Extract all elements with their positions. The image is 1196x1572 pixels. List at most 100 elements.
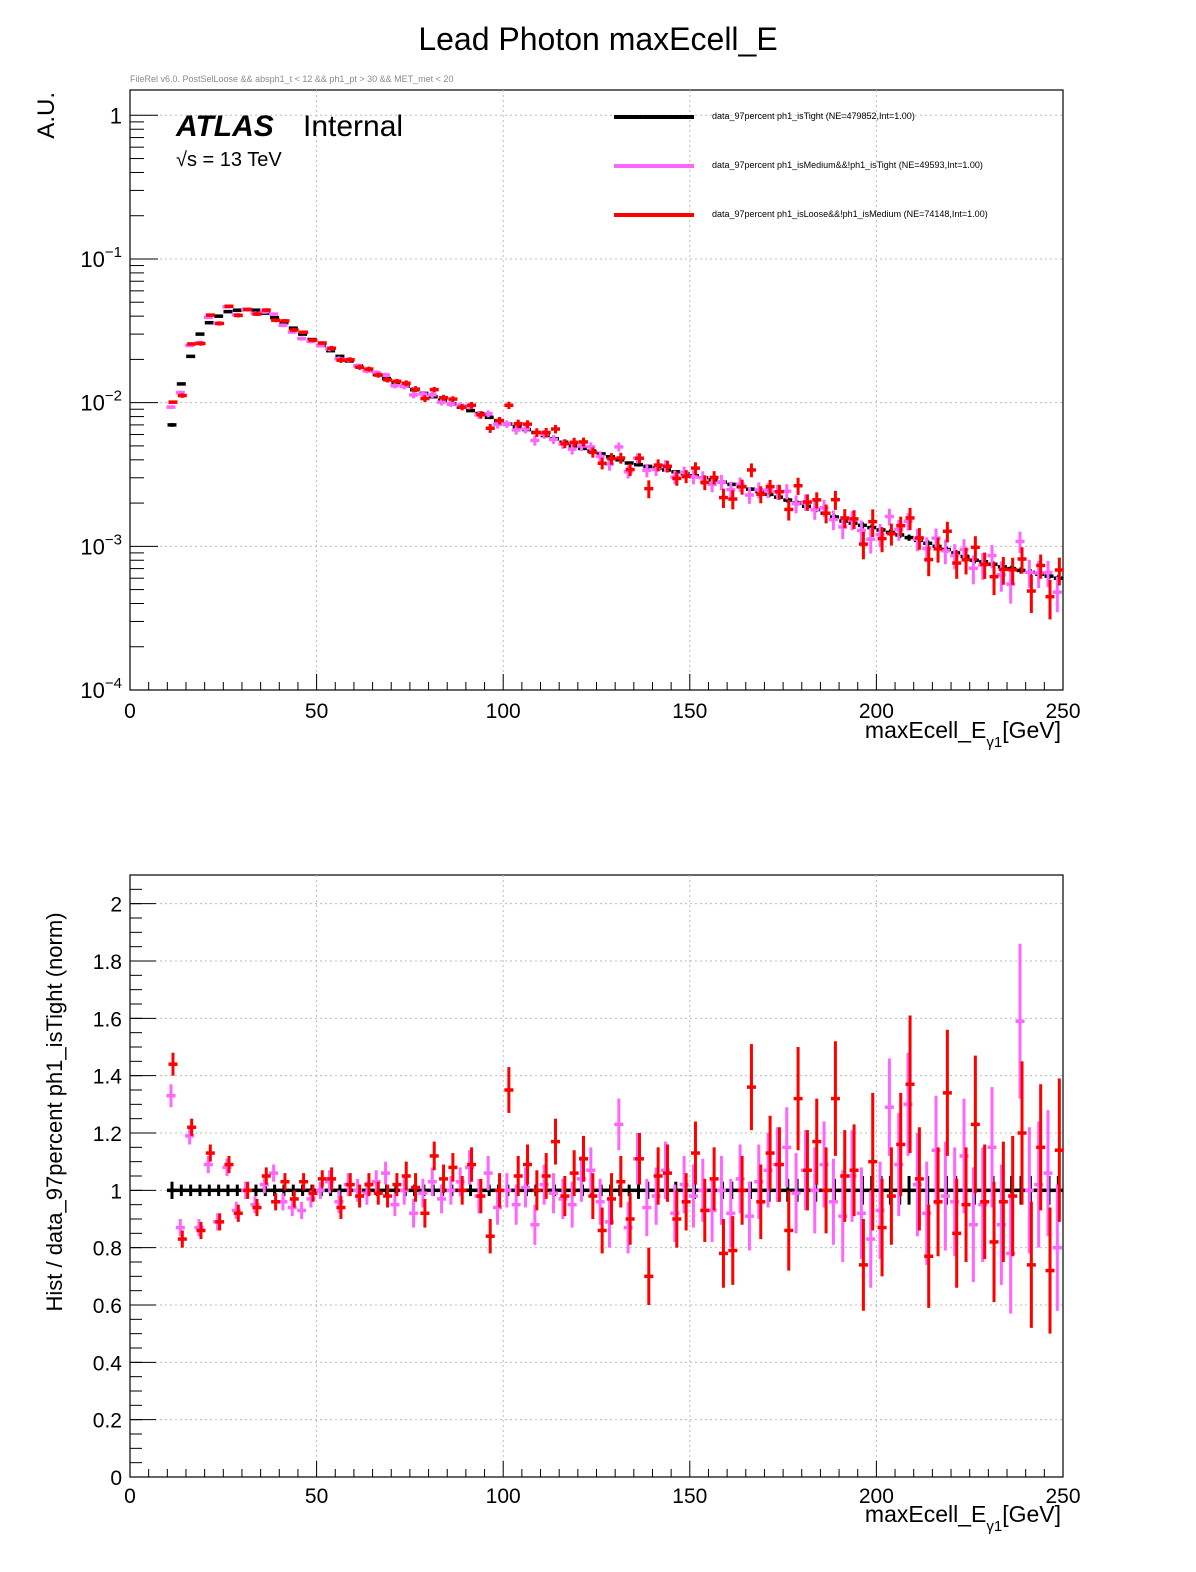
medium-ratio-point <box>315 1181 325 1199</box>
loose-point <box>392 378 402 384</box>
medium-point <box>866 527 876 554</box>
loose-ratio-point <box>429 1141 439 1171</box>
medium-ratio-point <box>856 1167 866 1260</box>
loose-ratio-point <box>373 1181 383 1205</box>
loose-point <box>700 475 710 491</box>
bottom-y-tick-label: 0.2 <box>93 1410 122 1433</box>
loose-point <box>914 527 924 550</box>
top-x-tick-label: 100 <box>486 700 521 723</box>
medium-ratio-point <box>567 1181 577 1228</box>
loose-point <box>784 500 794 521</box>
loose-point <box>569 437 579 448</box>
loose-point <box>588 447 598 458</box>
top-x-tick-label: 150 <box>672 700 707 723</box>
medium-ratio-point <box>744 1181 754 1251</box>
tight-point <box>186 354 196 359</box>
loose-point <box>830 490 840 510</box>
loose-ratio-point <box>961 1147 971 1262</box>
loose-ratio-point <box>653 1147 663 1205</box>
top-x-tick-label: 250 <box>1045 700 1080 723</box>
loose-ratio-point <box>364 1173 374 1197</box>
loose-point <box>1008 557 1018 585</box>
loose-ratio-point <box>690 1121 700 1185</box>
loose-point <box>737 479 747 495</box>
loose-point <box>261 308 271 312</box>
loose-ratio-point <box>336 1196 346 1219</box>
top-y-tick-exponent: −4 <box>105 675 122 692</box>
loose-point <box>560 439 570 449</box>
loose-ratio-point <box>551 1118 561 1165</box>
tight-ratio-point <box>166 1181 177 1199</box>
loose-ratio-point <box>355 1184 365 1208</box>
loose-ratio-point <box>877 1178 887 1277</box>
loose-point <box>327 345 337 351</box>
loose-ratio-point <box>187 1118 197 1136</box>
top-y-tick-label: 10−3 <box>80 531 122 559</box>
medium-point <box>446 400 456 408</box>
bottom-x-axis-label-sub: γ1 <box>986 1518 1002 1535</box>
loose-ratio-point <box>579 1135 589 1182</box>
medium-point <box>278 323 288 328</box>
loose-ratio-point <box>784 1190 794 1271</box>
medium-point <box>297 336 307 341</box>
top-data-marks <box>166 304 1064 620</box>
medium-ratio-point <box>614 1098 624 1151</box>
loose-point <box>373 372 383 378</box>
loose-point <box>383 377 393 383</box>
medium-point <box>567 444 577 455</box>
loose-point <box>476 411 486 419</box>
loose-ratio-point <box>467 1147 477 1182</box>
medium-ratio-point <box>511 1184 521 1225</box>
loose-point <box>467 401 477 409</box>
medium-point <box>1052 576 1062 613</box>
medium-ratio-point <box>269 1164 279 1182</box>
tight-ratio-point <box>185 1184 196 1197</box>
medium-point <box>884 508 894 526</box>
loose-ratio-point <box>914 1127 924 1231</box>
loose-ratio-point <box>196 1221 206 1240</box>
medium-ratio-point <box>688 1164 698 1228</box>
medium-point <box>987 545 997 569</box>
loose-ratio-point <box>215 1213 225 1231</box>
bottom-x-axis-label-main: maxEcell_E <box>865 1501 986 1527</box>
medium-point <box>595 451 605 462</box>
loose-ratio-point <box>942 1029 952 1156</box>
loose-ratio-point <box>168 1052 178 1076</box>
bottom-y-tick-label: 0.4 <box>93 1352 123 1375</box>
medium-ratio-point <box>549 1173 559 1214</box>
loose-ratio-point <box>532 1170 542 1211</box>
bottom-x-axis-label-unit: [GeV] <box>1002 1501 1061 1527</box>
medium-ratio-point <box>446 1176 456 1205</box>
loose-point <box>793 477 803 495</box>
medium-point <box>390 383 400 389</box>
bottom-x-tick-label: 250 <box>1045 1485 1080 1508</box>
loose-ratio-point <box>756 1164 766 1240</box>
loose-ratio-point <box>644 1247 654 1305</box>
loose-point <box>896 516 906 537</box>
loose-ratio-point <box>1026 1201 1036 1328</box>
top-y-tick-base: 10 <box>80 678 104 703</box>
loose-ratio-point <box>728 1216 738 1285</box>
loose-ratio-point <box>662 1144 672 1202</box>
loose-ratio-point <box>495 1173 505 1208</box>
loose-point <box>439 394 449 401</box>
loose-ratio-point <box>933 1147 943 1257</box>
loose-ratio-point <box>588 1173 598 1219</box>
energy-label: √s = 13 TeV <box>176 149 282 171</box>
loose-ratio-point <box>308 1184 318 1202</box>
loose-ratio-point <box>271 1193 281 1211</box>
medium-ratio-point <box>390 1193 400 1217</box>
loose-point <box>317 341 327 345</box>
bottom-y-tick-label: 1.2 <box>93 1123 122 1146</box>
loose-point <box>606 453 616 465</box>
tight-point <box>204 320 214 325</box>
medium-ratio-point <box>586 1147 596 1194</box>
loose-point <box>718 488 728 509</box>
figure-title: Lead Photon maxEcell_E <box>418 21 777 57</box>
loose-ratio-point <box>560 1176 570 1217</box>
loose-point <box>196 341 206 346</box>
loose-ratio-point <box>821 1147 831 1234</box>
loose-point <box>280 319 290 323</box>
loose-ratio-point <box>998 1141 1008 1262</box>
